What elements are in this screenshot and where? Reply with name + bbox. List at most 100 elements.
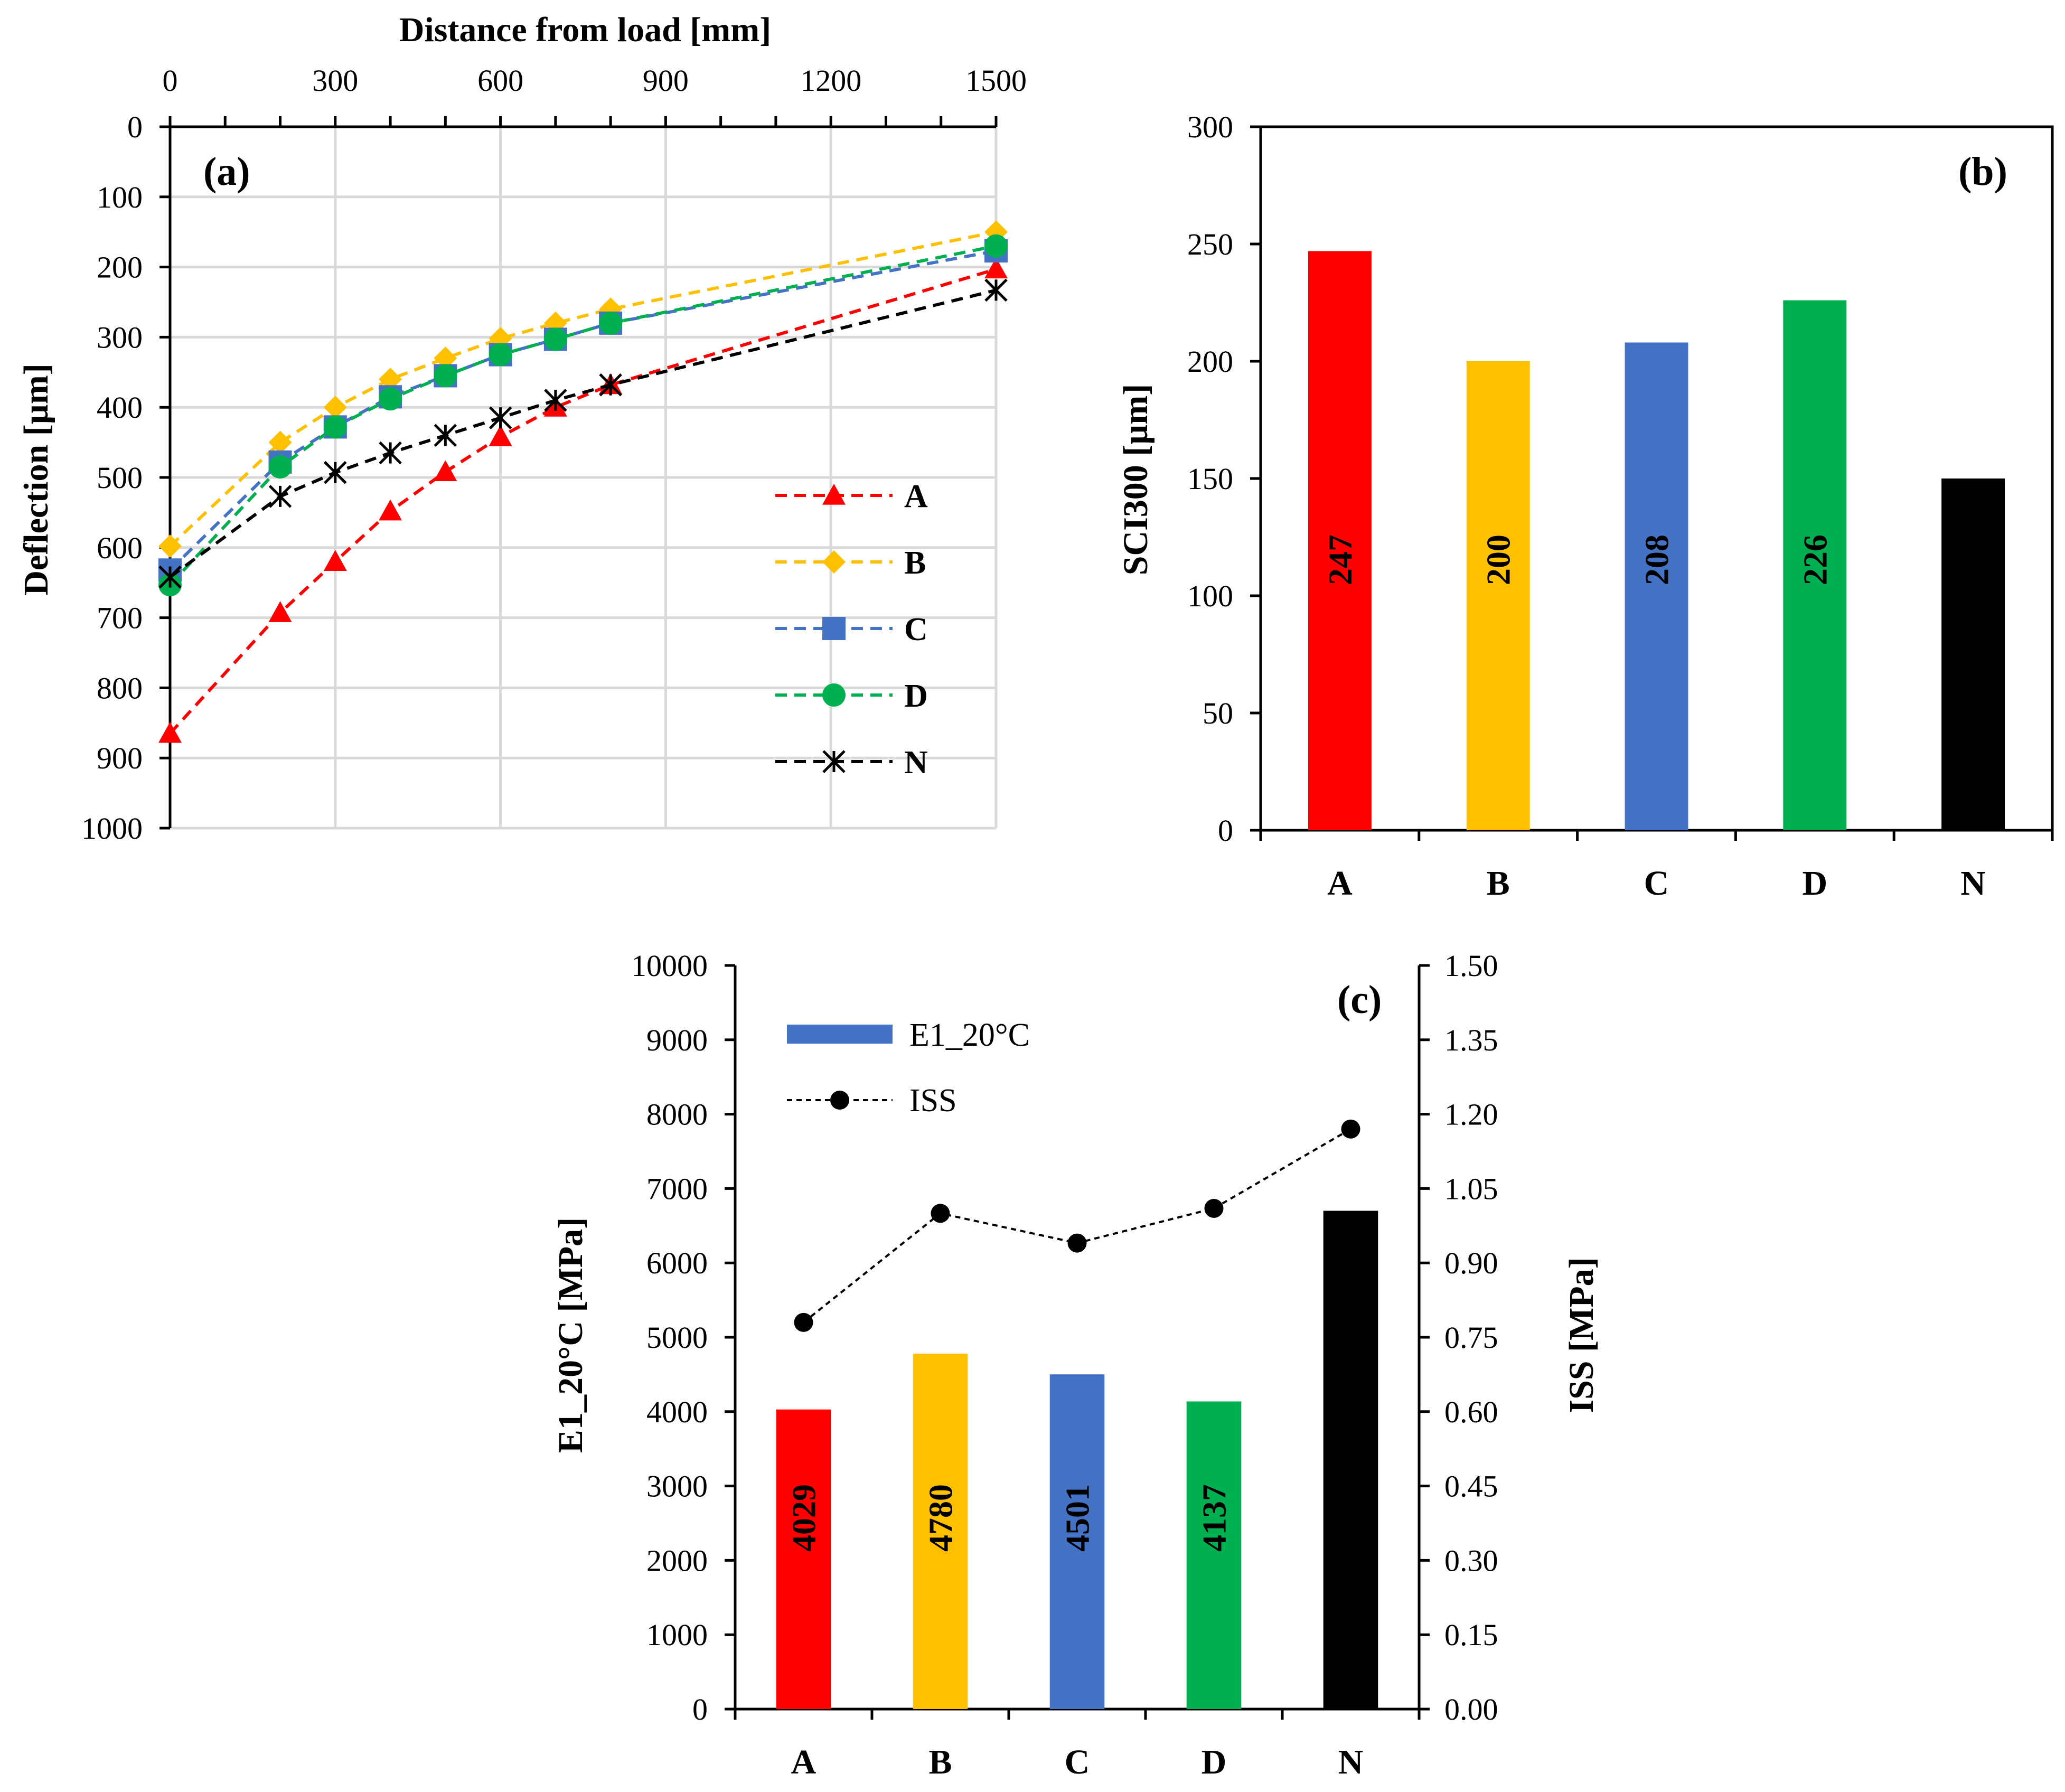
series-C (158, 239, 1008, 582)
legend-marker (822, 484, 846, 505)
panel-c-legend: E1_20°C ISS (787, 1017, 1030, 1119)
data-point-D (984, 234, 1008, 258)
bar-B (1466, 361, 1530, 830)
y-tick-label: 800 (97, 671, 143, 705)
data-point-D (543, 327, 567, 351)
category-label-N: N (1338, 1743, 1364, 1781)
data-point-D (323, 415, 347, 439)
bar-value-label-A: 247 (1321, 534, 1359, 585)
legend-label: D (904, 678, 928, 714)
legend-marker (822, 683, 846, 707)
bar-value-label-B: 4780 (922, 1484, 960, 1552)
legend-entry-A: A (775, 479, 928, 514)
series-D (158, 234, 1008, 597)
y-tick-label: 100 (1187, 579, 1233, 613)
y2-tick-label: 0.75 (1444, 1320, 1498, 1355)
panel-a-x-tick-labels: 0 300 600 900 1200 1500 (163, 63, 1027, 98)
bar-value-label-N: 6701 (1332, 1433, 1370, 1501)
data-point-N (544, 389, 567, 412)
data-point-N (434, 424, 457, 447)
bar-C (1049, 1374, 1105, 1709)
data-point-B (323, 396, 347, 419)
bar-A (1308, 251, 1372, 830)
data-point-A (379, 499, 402, 521)
bar-value-label-N: 150 (1955, 644, 1992, 695)
legend-label: C (904, 612, 928, 648)
panel-c-bars: 4029 4780 4501 4137 6701 (776, 1211, 1378, 1709)
bar-value-label-B: 200 (1480, 534, 1517, 585)
panel-c-y2-axis-title: ISS [MPa] (1562, 1257, 1601, 1413)
panel-a-x-axis-title: Distance from load [mm] (399, 11, 771, 49)
legend-entry-C: C (775, 612, 928, 648)
panel-a-label: (a) (203, 149, 250, 194)
y-tick-label: 600 (97, 531, 143, 565)
legend-marker (822, 750, 846, 773)
legend-marker (830, 1091, 849, 1110)
bar-A (776, 1409, 831, 1709)
y-tick-label: 1000 (81, 811, 143, 846)
panel-a-series (158, 220, 1008, 743)
iss-point-C (1067, 1233, 1087, 1253)
y-tick-label: 3000 (646, 1469, 708, 1504)
iss-point-N (1341, 1119, 1360, 1139)
bar-value-label-D: 4137 (1196, 1484, 1233, 1552)
y2-tick-label: 1.05 (1444, 1171, 1498, 1206)
bar-B (913, 1353, 968, 1709)
x-tick-label: 1200 (800, 63, 861, 98)
y-tick-label: 10000 (631, 949, 708, 983)
data-point-D (268, 455, 292, 479)
data-point-B (434, 346, 457, 370)
series-N (158, 278, 1008, 589)
category-label-D: D (1802, 864, 1827, 903)
bar-D (1186, 1401, 1242, 1709)
iss-line (803, 1128, 1351, 1324)
y2-tick-label: 0.45 (1444, 1469, 1498, 1504)
data-point-B (379, 368, 402, 391)
category-label-C: C (1644, 864, 1669, 903)
legend-marker (822, 550, 846, 574)
panel-a-gridlines (170, 127, 998, 830)
y2-tick-label: 1.35 (1444, 1023, 1498, 1057)
y-tick-label: 50 (1203, 696, 1233, 730)
data-point-A (984, 257, 1008, 279)
legend-label: B (904, 545, 926, 581)
legend-label: E1_20°C (909, 1017, 1030, 1053)
panel-a-y-axis-title: Deflection [µm] (17, 363, 55, 595)
bar-value-label-C: 208 (1638, 534, 1676, 585)
bar-D (1783, 300, 1847, 830)
data-point-A (434, 460, 457, 481)
y-tick-label: 100 (97, 180, 143, 214)
data-point-D (599, 311, 623, 335)
legend-entry-N: N (775, 745, 928, 781)
data-point-N (158, 565, 182, 589)
data-point-A (323, 550, 347, 571)
y-tick-label: 0 (1218, 813, 1233, 848)
series-line-C (168, 249, 997, 571)
category-label-B: B (1487, 864, 1510, 903)
legend-entry-B: B (775, 545, 926, 581)
category-label-B: B (928, 1743, 952, 1781)
y-tick-label: 500 (97, 461, 143, 495)
y-tick-label: 9000 (646, 1023, 708, 1057)
data-point-N (379, 441, 402, 465)
category-label-A: A (1327, 864, 1353, 903)
x-tick-label: 900 (643, 63, 689, 98)
y-tick-label: 300 (97, 320, 143, 354)
legend-label: A (904, 479, 928, 514)
legend-entry-iss: ISS (787, 1083, 957, 1119)
x-tick-label: 300 (312, 63, 358, 98)
x-tick-label: 0 (163, 63, 178, 98)
panel-a-y-tick-labels: 0 100 200 300 400 500 600 700 800 900 1000 (81, 110, 143, 846)
y-tick-label: 5000 (646, 1320, 708, 1355)
panel-b-label: (b) (1958, 149, 2007, 194)
iss-point-D (1204, 1198, 1224, 1218)
data-point-N (489, 406, 512, 429)
y2-tick-label: 1.20 (1444, 1097, 1498, 1132)
y2-tick-label: 0.00 (1444, 1692, 1498, 1727)
category-label-D: D (1202, 1743, 1227, 1781)
series-line-N (169, 288, 997, 578)
